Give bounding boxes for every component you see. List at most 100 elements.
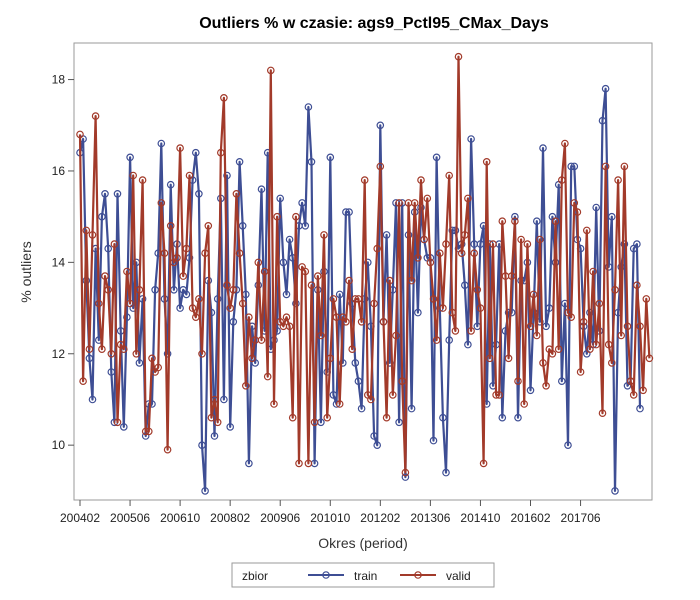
data-point-train	[620, 240, 629, 248]
legend-marker	[322, 571, 330, 579]
data-point-valid	[220, 94, 228, 102]
data-point-valid	[104, 285, 113, 294]
data-point-valid	[126, 299, 134, 308]
data-point-train	[107, 368, 116, 376]
data-point-valid	[270, 400, 278, 408]
data-point-valid	[451, 327, 460, 335]
data-point-valid	[601, 162, 610, 171]
data-point-valid	[107, 349, 116, 358]
data-point-train	[213, 295, 222, 303]
data-point-valid	[589, 267, 597, 276]
data-point-valid	[85, 345, 94, 354]
data-point-valid	[138, 176, 147, 184]
data-point-valid	[266, 66, 275, 75]
data-point-valid	[417, 176, 425, 184]
data-point-valid	[429, 295, 438, 303]
data-point-train	[498, 413, 507, 422]
data-point-train	[432, 153, 441, 162]
data-point-valid	[335, 400, 344, 408]
data-point-valid	[301, 267, 310, 276]
data-point-valid	[179, 272, 188, 280]
data-point-train	[401, 473, 410, 481]
data-point-valid	[473, 285, 482, 294]
series-valid	[76, 52, 654, 477]
data-point-train	[282, 290, 291, 299]
data-point-valid	[398, 377, 407, 386]
data-point-valid	[529, 290, 538, 299]
data-point-train	[439, 413, 447, 422]
x-tick-label: 201602	[510, 511, 550, 525]
data-point-train	[285, 235, 294, 244]
x-tick-label: 200402	[60, 511, 100, 525]
data-point-valid	[539, 359, 547, 367]
data-point-valid	[160, 249, 169, 258]
y-tick-label: 16	[52, 164, 66, 178]
data-point-train	[460, 281, 469, 290]
y-tick-label: 14	[52, 255, 66, 269]
data-point-valid	[132, 349, 141, 358]
data-point-valid	[432, 336, 441, 344]
data-point-valid	[195, 295, 203, 303]
data-point-valid	[285, 322, 294, 331]
legend: zbior train valid	[231, 562, 495, 588]
data-point-valid	[129, 171, 138, 180]
data-point-train	[120, 423, 128, 431]
data-point-valid	[198, 349, 206, 358]
series-layer	[76, 52, 654, 495]
data-point-train	[514, 413, 522, 422]
data-point-valid	[460, 231, 469, 239]
data-point-valid	[370, 299, 378, 308]
data-point-train	[88, 395, 97, 404]
data-point-valid	[98, 345, 106, 354]
data-point-valid	[592, 340, 601, 349]
data-point-valid	[373, 244, 382, 253]
data-point-valid	[235, 249, 244, 258]
data-point-valid	[517, 235, 525, 244]
legend-label: valid	[446, 569, 471, 583]
data-point-valid	[454, 52, 463, 61]
data-point-train	[636, 404, 644, 413]
data-point-valid	[282, 313, 291, 322]
data-point-valid	[448, 308, 457, 317]
x-tick-label: 200906	[260, 511, 300, 525]
data-point-valid	[323, 413, 332, 422]
data-point-train	[113, 190, 122, 198]
data-point-valid	[604, 340, 613, 349]
data-point-valid	[201, 249, 209, 258]
data-point-train	[442, 468, 450, 477]
data-point-valid	[101, 272, 109, 280]
data-point-valid	[376, 162, 385, 171]
data-point-valid	[217, 148, 225, 157]
data-point-valid	[204, 222, 213, 230]
data-point-valid	[414, 253, 422, 262]
data-point-valid	[307, 281, 316, 290]
data-point-valid	[576, 368, 585, 376]
data-point-train	[235, 158, 244, 166]
data-point-valid	[532, 331, 541, 340]
data-point-valid	[626, 377, 635, 386]
data-point-valid	[185, 171, 194, 180]
data-point-valid	[263, 372, 272, 381]
data-point-valid	[523, 240, 532, 248]
data-point-valid	[557, 176, 566, 184]
data-point-train	[351, 359, 360, 367]
legend-marker	[414, 571, 422, 579]
data-point-valid	[633, 281, 641, 290]
data-point-train	[370, 432, 378, 440]
data-point-valid	[229, 285, 238, 294]
y-axis-label: % outliers	[18, 241, 34, 302]
data-point-valid	[288, 413, 297, 422]
data-point-train	[539, 144, 547, 152]
data-point-train	[126, 153, 134, 162]
data-point-valid	[342, 317, 350, 326]
data-point-valid	[392, 331, 400, 340]
data-point-train	[326, 153, 335, 162]
data-point-valid	[320, 231, 328, 239]
data-point-train	[198, 441, 206, 450]
data-point-valid	[254, 258, 263, 267]
data-point-valid	[507, 272, 516, 280]
data-point-valid	[536, 235, 544, 244]
x-tick-label: 200610	[160, 511, 200, 525]
data-point-train	[192, 148, 200, 157]
data-point-train	[238, 222, 247, 230]
